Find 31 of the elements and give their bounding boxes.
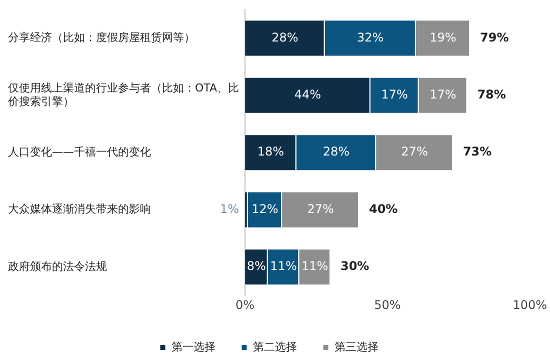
data-label: 11% [270,259,297,274]
y-tick-label: 大众媒体逐渐消失带来的影响 [8,202,151,216]
data-label: 11% [301,259,328,274]
data-label: 17% [430,88,456,102]
data-label: 12% [252,202,278,216]
y-tick-label: 仅使用线上渠道的行业参与者（比如：OTA、比价搜索引擎） [7,82,240,108]
total-label: 73% [462,144,492,159]
data-label: 27% [307,202,334,216]
y-tick-label: 分享经济（比如：度假房屋租赁网等） [8,31,195,44]
data-label: 8% [246,259,266,274]
legend-label: 第三选择 [334,340,378,354]
data-label: 32% [357,30,384,44]
y-tick-label: 政府颁布的法令法规 [8,260,107,273]
y-tick-label: 人口变化——千禧一代的变化 [8,145,151,158]
data-label: 1% [220,202,240,216]
total-label: 40% [368,202,398,216]
x-tick-label: 50% [374,298,401,312]
data-label: 28% [322,144,350,159]
total-label: 30% [340,259,370,274]
legend-label: 第一选择 [171,340,216,354]
x-tick-label: 100% [512,298,548,312]
data-label: 18% [257,144,284,159]
data-label: 44% [294,88,322,102]
total-label: 78% [477,88,506,102]
data-label: 19% [430,30,456,44]
data-label: 17% [381,88,408,102]
total-label: 79% [480,30,509,44]
data-label: 28% [272,30,298,44]
legend-label: 第二选择 [252,340,297,354]
data-label: 27% [401,144,428,159]
x-tick-label: 0% [236,298,255,312]
